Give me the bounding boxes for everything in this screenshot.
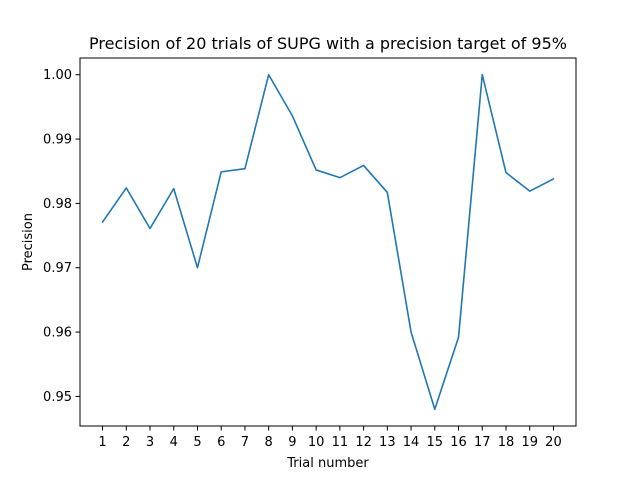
y-tick-label: 0.95 bbox=[43, 390, 72, 405]
x-tick-label: 6 bbox=[217, 435, 225, 450]
x-tick-label: 2 bbox=[122, 435, 130, 450]
x-axis: 1 2 3 4 5 6 7 8 9 10 11 12 13 14 15 16 17 18 19 20 bbox=[98, 426, 562, 450]
chart-title: Precision of 20 trials of SUPG with a pr… bbox=[89, 34, 567, 53]
x-tick-label: 13 bbox=[379, 435, 396, 450]
x-tick-label: 15 bbox=[427, 435, 444, 450]
x-tick-label: 5 bbox=[193, 435, 201, 450]
x-tick-label: 16 bbox=[450, 435, 467, 450]
x-tick-label: 19 bbox=[521, 435, 538, 450]
x-tick-label: 14 bbox=[403, 435, 420, 450]
precision-series-line bbox=[101, 73, 555, 411]
x-tick-label: 17 bbox=[474, 435, 491, 450]
y-tick-label: 0.96 bbox=[43, 326, 72, 341]
y-tick-label: 0.98 bbox=[43, 197, 72, 212]
x-axis-label: Trial number bbox=[286, 456, 369, 471]
x-tick-label: 1 bbox=[98, 435, 106, 450]
x-tick-label: 20 bbox=[545, 435, 562, 450]
x-tick-label: 11 bbox=[332, 435, 349, 450]
x-tick-label: 18 bbox=[498, 435, 515, 450]
x-tick-label: 10 bbox=[308, 435, 325, 450]
series-layer bbox=[101, 73, 555, 411]
y-axis-label: Precision bbox=[21, 213, 36, 271]
y-axis: 0.95 0.96 0.97 0.98 0.99 1.00 bbox=[43, 68, 80, 405]
y-tick-label: 0.99 bbox=[43, 133, 72, 148]
y-tick-label: 0.97 bbox=[43, 261, 72, 276]
x-tick-label: 3 bbox=[146, 435, 154, 450]
x-tick-label: 9 bbox=[288, 435, 296, 450]
y-tick-label: 1.00 bbox=[43, 68, 72, 83]
x-tick-label: 7 bbox=[241, 435, 249, 450]
x-tick-label: 4 bbox=[170, 435, 178, 450]
x-tick-label: 12 bbox=[355, 435, 372, 450]
plot-area bbox=[79, 57, 577, 427]
x-tick-label: 8 bbox=[265, 435, 273, 450]
plot-frame bbox=[79, 57, 577, 427]
